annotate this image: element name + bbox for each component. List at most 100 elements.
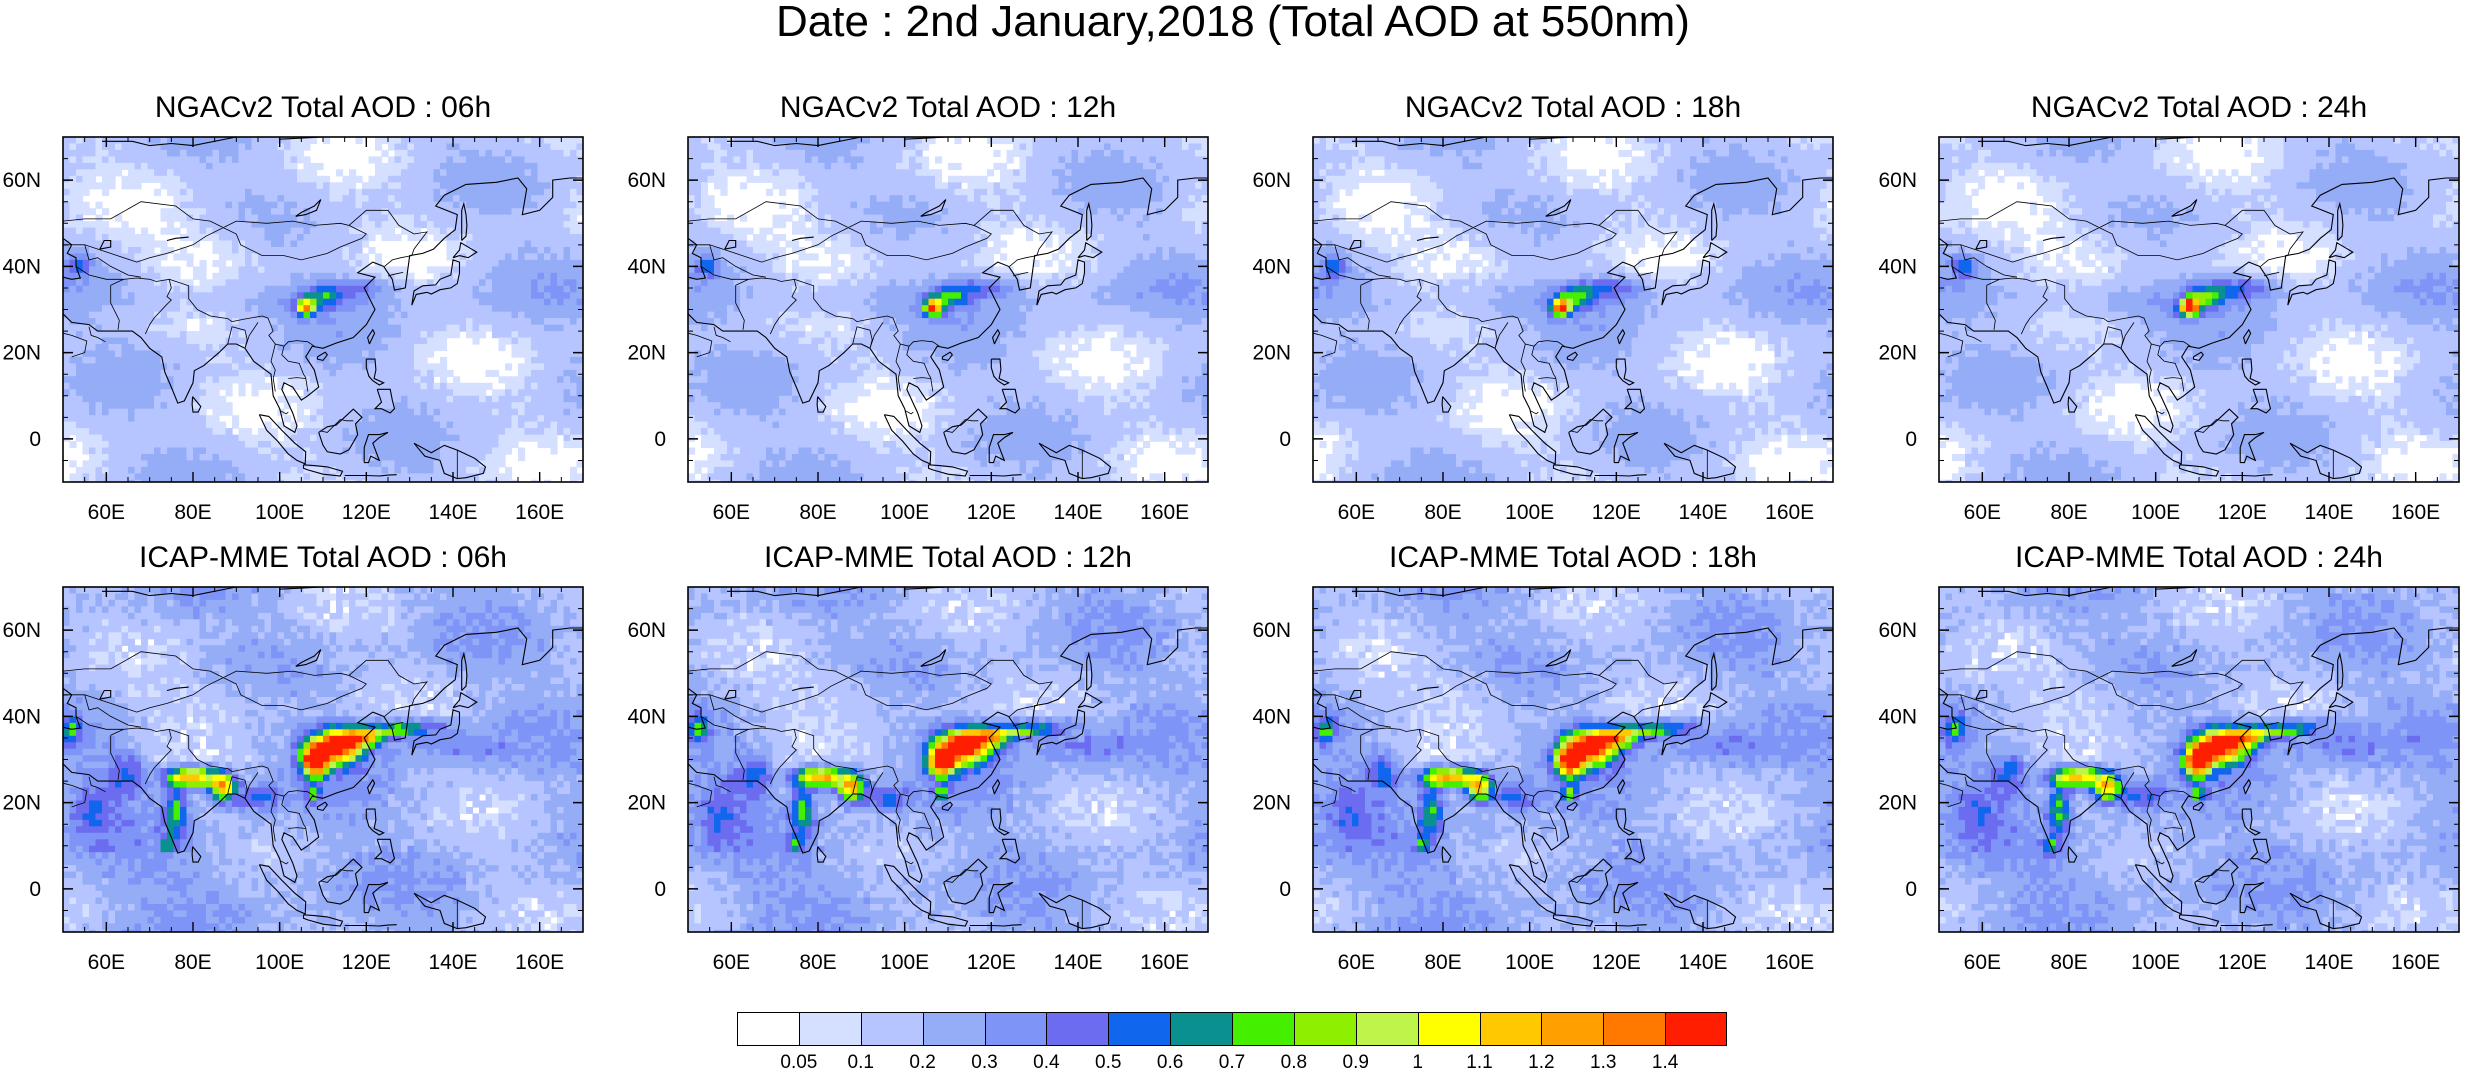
aod-shading [688,587,1209,937]
lat-tick-label: 20N [627,342,666,365]
colorbar-label: 0.4 [1033,1053,1059,1072]
lat-tick-label: 40N [1878,255,1917,278]
lon-tick-label: 60E [1338,501,1375,524]
lon-tick-label: 120E [967,501,1016,524]
lon-tick-label: 160E [1765,951,1814,974]
lat-tick-label: 60N [627,619,666,642]
lon-tick-label: 100E [255,501,304,524]
colorbar-swatch [861,1012,923,1046]
aod-colorbar [737,1012,1727,1046]
lon-tick-label: 140E [1678,501,1727,524]
colorbar-label: 0.05 [780,1053,817,1072]
colorbar-swatch [1480,1012,1542,1046]
lat-tick-label: 20N [1252,792,1291,815]
lat-tick-label: 60N [1878,619,1917,642]
colorbar-label: 0.1 [848,1053,874,1072]
colorbar-label: 0.9 [1343,1053,1369,1072]
lat-tick-label: 40N [1252,705,1291,728]
lon-tick-label: 100E [255,951,304,974]
colorbar-label: 0.8 [1281,1053,1307,1072]
lat-tick-label: 0 [1905,428,1917,451]
lon-tick-label: 140E [428,501,477,524]
lon-tick-label: 160E [1140,951,1189,974]
aod-shading [1939,587,2460,937]
lon-tick-label: 60E [713,501,750,524]
lon-tick-label: 140E [2304,951,2353,974]
lat-tick-label: 60N [2,169,41,192]
lon-tick-label: 140E [428,951,477,974]
lon-tick-label: 160E [515,501,564,524]
colorbar-swatch [1356,1012,1418,1046]
lon-tick-label: 160E [1765,501,1814,524]
aod-shading [1939,137,2460,487]
lon-tick-label: 80E [1424,951,1461,974]
lon-tick-label: 100E [1505,951,1554,974]
lat-tick-label: 40N [1878,705,1917,728]
colorbar-swatch [1170,1012,1232,1046]
lat-tick-label: 60N [1252,619,1291,642]
lon-tick-label: 100E [1505,501,1554,524]
aod-shading [63,137,584,487]
colorbar-label: 1.4 [1652,1053,1678,1072]
lon-tick-label: 100E [880,951,929,974]
lat-tick-label: 20N [1878,792,1917,815]
lon-tick-label: 120E [2218,951,2267,974]
colorbar-label: 0.2 [909,1053,935,1072]
lat-tick-label: 20N [2,792,41,815]
lon-tick-label: 120E [1592,951,1641,974]
colorbar-swatch [1665,1012,1727,1046]
lat-tick-label: 60N [1252,169,1291,192]
lat-tick-label: 0 [1279,428,1291,451]
lat-tick-label: 40N [627,705,666,728]
lat-tick-label: 0 [654,428,666,451]
lat-tick-label: 40N [2,705,41,728]
colorbar-swatch [1232,1012,1294,1046]
lon-tick-label: 60E [713,951,750,974]
lon-tick-label: 100E [2131,951,2180,974]
colorbar-swatch [985,1012,1047,1046]
lon-tick-label: 120E [2218,501,2267,524]
lon-tick-label: 120E [1592,501,1641,524]
aod-shading [1313,587,1834,937]
colorbar-label: 0.7 [1219,1053,1245,1072]
lon-tick-label: 160E [2391,951,2440,974]
lon-tick-label: 160E [1140,501,1189,524]
colorbar-swatch [1603,1012,1665,1046]
lon-tick-label: 120E [967,951,1016,974]
colorbar-label: 0.5 [1095,1053,1121,1072]
colorbar-label: 1.1 [1466,1053,1492,1072]
lon-tick-label: 140E [1678,951,1727,974]
lon-tick-label: 60E [88,501,125,524]
lon-tick-label: 60E [1964,951,2001,974]
lon-tick-label: 80E [174,501,211,524]
colorbar-label: 1 [1412,1053,1423,1072]
lon-tick-label: 120E [342,951,391,974]
lon-tick-label: 140E [1053,951,1102,974]
lon-tick-label: 80E [2050,501,2087,524]
colorbar-label: 0.6 [1157,1053,1183,1072]
colorbar-swatch [1418,1012,1480,1046]
lat-tick-label: 60N [1878,169,1917,192]
lon-tick-label: 160E [515,951,564,974]
colorbar-label: 1.2 [1528,1053,1554,1072]
aod-shading [1313,137,1834,487]
colorbar-swatch [923,1012,985,1046]
lon-tick-label: 80E [174,951,211,974]
lat-tick-label: 60N [627,169,666,192]
lat-tick-label: 20N [1878,342,1917,365]
lon-tick-label: 120E [342,501,391,524]
